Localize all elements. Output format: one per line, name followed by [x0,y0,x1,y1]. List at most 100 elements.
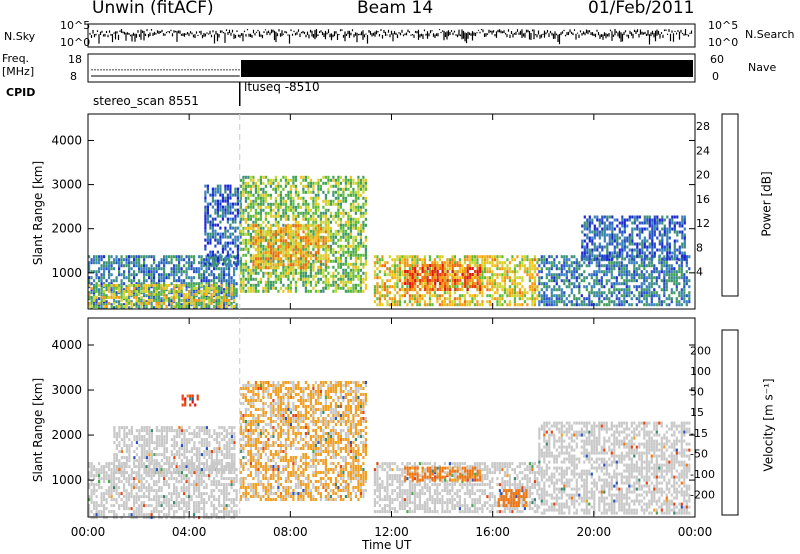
power-cell [503,282,506,286]
power-cell [277,208,280,212]
power-cell [468,255,471,259]
power-cell [205,270,208,274]
power-cell [668,257,671,261]
power-cell [354,217,357,221]
power-cell [211,226,214,230]
power-cell [406,279,409,282]
power-cell [645,285,648,289]
power-cell [443,264,446,268]
y-tick-label: 4000 [51,133,82,147]
power-cell [558,285,561,289]
power-cell [257,202,260,206]
power-cell [398,270,401,274]
power-cell [508,279,511,283]
power-cell [424,273,427,276]
power-cell [292,271,295,275]
power-cell [630,276,633,280]
power-cell [631,254,634,258]
power-cell [469,285,472,288]
power-cell [309,196,312,200]
power-cell [120,303,123,307]
power-cell [496,273,499,277]
power-cell [409,264,412,267]
power-cell [359,232,362,236]
power-cell [284,205,287,209]
power-cell [287,283,290,287]
power-cell [198,273,201,277]
power-cell [633,273,636,277]
power-cell [458,276,461,280]
power-cell [257,248,260,252]
power-cell [453,270,456,274]
power-cell [349,202,352,206]
power-cell [665,297,668,301]
power-cell [88,282,91,286]
power-cell [185,288,188,292]
power-cell [274,217,277,221]
power-cell [616,251,619,255]
power-cell [138,261,141,265]
power-cell [606,218,609,222]
power-cell [545,300,548,304]
power-cell [257,251,260,255]
power-cell [110,282,113,286]
power-cell [421,285,424,289]
power-cell [645,264,648,268]
power-cell [289,245,293,249]
power-cell [195,304,198,308]
power-cell [242,262,245,266]
power-cell [205,283,208,287]
power-cell [170,301,173,305]
power-cell [513,264,516,268]
power-cell [621,254,624,258]
power-cell [123,288,126,292]
power-cell [357,217,360,221]
power-cell [287,268,290,272]
power-cell [329,232,332,236]
power-cell [650,270,653,274]
power-cell [337,205,340,209]
power-cell [178,279,181,283]
power-cell [155,301,158,305]
power-cell [284,239,288,243]
power-cell [287,224,290,228]
power-cell [249,259,252,263]
power-cell [626,245,629,249]
power-cell [249,277,252,281]
power-cell [347,238,350,242]
power-cell [332,253,335,257]
power-cell [635,279,638,283]
power-cell [431,288,434,291]
power-cell [570,261,573,265]
power-cell [613,282,616,286]
power-cell [138,283,141,287]
power-cell [93,294,96,298]
power-cell [257,254,260,258]
power-cell [214,217,217,221]
power-cell [403,273,406,277]
power-cell [583,285,586,289]
power-cell [593,282,596,286]
power-cell [236,247,239,251]
power-cell [108,282,111,286]
power-cell [673,273,676,277]
power-cell [332,247,335,251]
power-cell [158,264,161,268]
power-cell [521,303,524,307]
power-cell [393,270,396,274]
power-cell [613,255,616,259]
power-cell [188,283,191,287]
velocity-cell [90,516,93,520]
power-cell [444,273,447,276]
power-cell [249,232,252,236]
power-cell [513,267,516,271]
power-cell [383,282,386,286]
power-cell [215,276,218,280]
power-cell [264,230,268,234]
power-cell [219,238,222,242]
power-cell [342,244,345,248]
power-cell [221,205,224,209]
power-cell [282,271,285,275]
power-cell [623,273,626,277]
power-cell [553,261,556,265]
